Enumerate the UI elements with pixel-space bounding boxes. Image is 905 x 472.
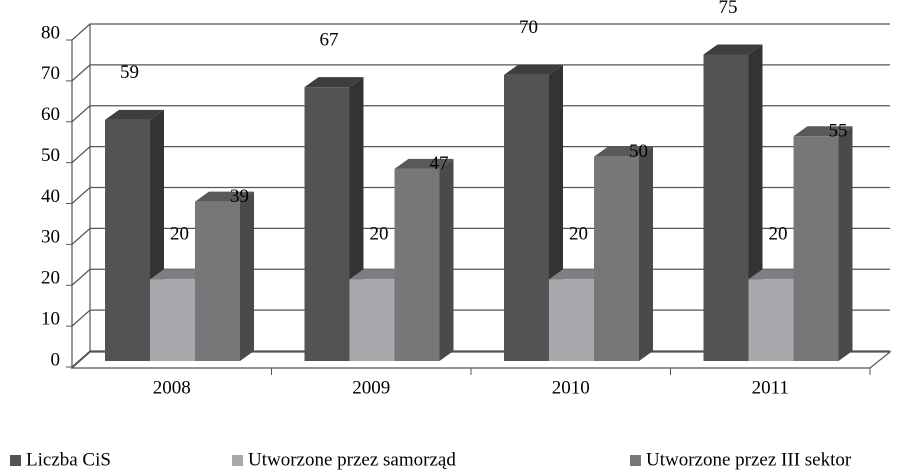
data-label: 75 <box>719 0 738 18</box>
data-label: 50 <box>629 141 648 162</box>
bar-top <box>349 269 409 280</box>
bar-front <box>195 201 240 361</box>
legend-swatch <box>232 455 243 466</box>
y-tick-label: 20 <box>41 268 60 289</box>
bar-front <box>150 279 195 361</box>
y-tick-label: 30 <box>41 227 60 248</box>
data-label: 20 <box>370 224 389 245</box>
bar <box>793 126 853 361</box>
legend-swatch <box>10 455 21 466</box>
data-label: 20 <box>769 224 788 245</box>
bar-top <box>594 146 653 157</box>
bar-top <box>549 269 608 280</box>
bar-front <box>105 119 150 362</box>
bar <box>394 158 454 361</box>
legend-label: Liczba CiS <box>26 449 111 470</box>
data-label: 70 <box>519 17 538 38</box>
y-tick-label: 50 <box>41 145 60 166</box>
grid-line <box>71 64 890 82</box>
bar-side <box>838 126 853 361</box>
bar-top <box>504 64 563 75</box>
grid-line <box>71 23 890 41</box>
data-label: 55 <box>829 121 848 142</box>
bar-top <box>105 109 164 120</box>
data-label: 47 <box>430 153 449 174</box>
bar-top <box>793 126 853 137</box>
grid-line <box>71 186 890 204</box>
bar-front <box>349 279 395 361</box>
bar-front <box>394 168 440 361</box>
bar-top <box>748 269 808 280</box>
bar <box>594 146 653 361</box>
bar-side <box>439 158 454 361</box>
x-tick-label: 2011 <box>752 377 789 398</box>
y-tick-label: 80 <box>41 22 60 43</box>
floor <box>70 351 892 369</box>
bar-side <box>240 191 254 361</box>
y-tick-label: 60 <box>41 104 60 125</box>
bar-top <box>394 158 454 169</box>
bar-front <box>504 74 549 361</box>
y-tick-label: 0 <box>51 349 61 370</box>
data-label: 20 <box>569 224 588 245</box>
bar-top <box>195 191 254 202</box>
legend-label: Utworzone przez samorząd <box>248 449 456 470</box>
bar-top <box>304 77 364 88</box>
x-tick-label: 2010 <box>552 377 590 398</box>
x-tick-label: 2008 <box>153 377 191 398</box>
legend-swatch <box>630 455 641 466</box>
bar-top <box>150 269 209 280</box>
data-label: 39 <box>230 186 249 207</box>
bar-front <box>594 156 639 361</box>
y-tick-label: 70 <box>41 63 60 84</box>
bar-top <box>703 44 763 55</box>
x-tick-label: 2009 <box>352 377 390 398</box>
data-label: 20 <box>170 224 189 245</box>
y-tick-label: 10 <box>41 308 60 329</box>
data-label: 59 <box>120 62 139 83</box>
grid-line <box>71 146 890 164</box>
bar <box>195 191 254 361</box>
data-label: 67 <box>320 29 339 50</box>
legend-label: Utworzone przez III sektor <box>646 449 852 470</box>
y-tick-label: 40 <box>41 186 60 207</box>
bar-front <box>549 279 594 361</box>
grid-line <box>71 105 890 123</box>
bar-front <box>304 87 350 361</box>
bar-front <box>703 54 749 361</box>
bar-front <box>793 136 839 361</box>
grid-line <box>71 227 890 245</box>
bar-front <box>748 279 794 361</box>
bar-side <box>639 146 653 361</box>
